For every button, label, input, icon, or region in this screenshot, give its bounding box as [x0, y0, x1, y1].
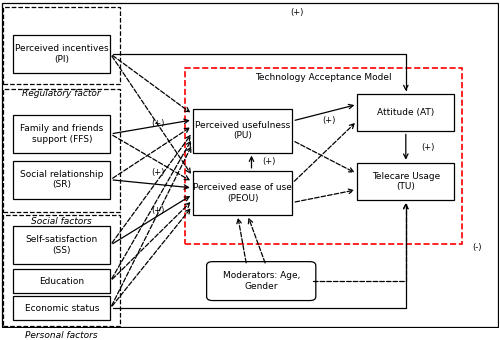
Text: (+): (+)	[262, 157, 276, 166]
Text: Education: Education	[39, 277, 84, 286]
FancyBboxPatch shape	[13, 161, 110, 199]
Text: Technology Acceptance Model: Technology Acceptance Model	[255, 73, 392, 82]
Text: Perceived ease of use
(PEOU): Perceived ease of use (PEOU)	[193, 183, 292, 203]
Text: (+): (+)	[322, 116, 336, 125]
Text: Economic status: Economic status	[24, 304, 99, 313]
FancyBboxPatch shape	[357, 94, 454, 132]
FancyBboxPatch shape	[13, 115, 110, 153]
Text: Regulatory factor: Regulatory factor	[22, 89, 101, 98]
Text: Telecare Usage
(TU): Telecare Usage (TU)	[372, 172, 440, 191]
FancyBboxPatch shape	[206, 262, 316, 301]
Text: Attitude (AT): Attitude (AT)	[377, 108, 434, 117]
FancyBboxPatch shape	[13, 296, 110, 321]
Text: Family and friends
support (FFS): Family and friends support (FFS)	[20, 124, 103, 143]
FancyBboxPatch shape	[357, 163, 454, 200]
FancyBboxPatch shape	[192, 171, 292, 215]
Text: Personal factors: Personal factors	[26, 331, 98, 340]
Text: Perceived incentives
(PI): Perceived incentives (PI)	[15, 44, 108, 64]
Text: (+): (+)	[151, 168, 164, 176]
FancyBboxPatch shape	[192, 108, 292, 153]
Text: (+): (+)	[290, 7, 304, 17]
Text: Self-satisfaction
(SS): Self-satisfaction (SS)	[26, 235, 98, 255]
FancyBboxPatch shape	[13, 35, 110, 73]
Text: (+): (+)	[422, 142, 435, 152]
Text: (+): (+)	[151, 206, 164, 215]
Text: Perceived usefulness
(PU): Perceived usefulness (PU)	[195, 121, 290, 140]
Text: Social relationship
(SR): Social relationship (SR)	[20, 170, 103, 189]
Text: (-): (-)	[472, 243, 482, 252]
Text: Social factors: Social factors	[32, 217, 92, 225]
FancyBboxPatch shape	[13, 269, 110, 293]
FancyBboxPatch shape	[13, 226, 110, 264]
Text: (+): (+)	[151, 119, 164, 129]
Text: Moderators: Age,
Gender: Moderators: Age, Gender	[222, 271, 300, 291]
